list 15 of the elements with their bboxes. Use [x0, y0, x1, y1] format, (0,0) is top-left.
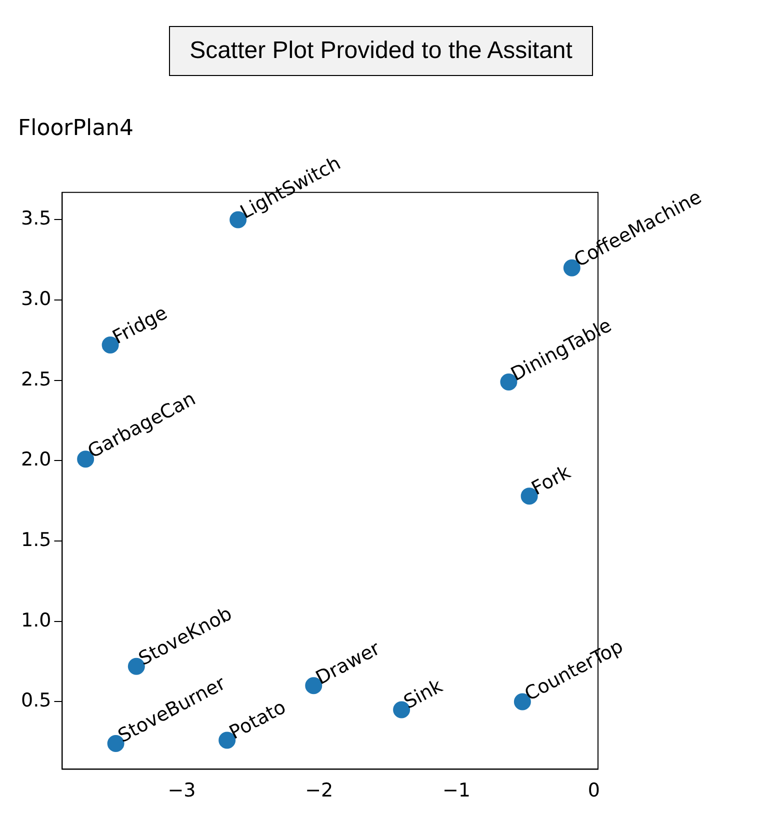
y-tick-label: 2.0 [21, 448, 52, 471]
x-tick-label: −3 [168, 780, 196, 802]
x-tick-label: 0 [588, 780, 600, 802]
y-tick-label: 1.0 [21, 609, 52, 632]
y-tick-label: 3.0 [21, 288, 52, 310]
annotation: Fork [528, 461, 574, 500]
annotation: Sink [400, 675, 446, 714]
y-tick-label: 1.5 [21, 528, 52, 551]
x-tick-label: −1 [442, 780, 471, 802]
chart-subtitle: Scatter Plot Provided to the Assitant [168, 26, 594, 76]
x-tick-label: −2 [305, 780, 334, 802]
y-tick-label: 3.5 [21, 208, 52, 230]
y-tick-label: 2.5 [21, 368, 52, 390]
chart-title: FloorPlan4 [18, 116, 134, 141]
y-tick-label: 0.5 [21, 690, 52, 712]
